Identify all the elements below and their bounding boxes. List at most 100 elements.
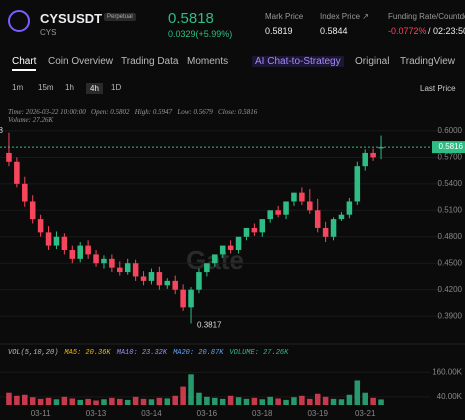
candle-body [148,272,155,281]
candle-body [283,201,289,215]
x-tick-label: 03-13 [86,409,107,418]
symbol[interactable]: CYSUSDT [40,11,103,26]
y-tick-label: 0.5100 [438,205,463,214]
stat-extra: / 02:23:50 [428,26,465,36]
volume-bar [22,394,28,405]
candle-body [22,183,28,202]
stat-value: 0.5844 [320,26,348,36]
candle-body [85,245,91,255]
info: Volume: 27.26K [8,116,54,124]
interval[interactable]: 4h [86,83,103,94]
candle-body [204,263,210,273]
stat-label: Mark Price [265,12,304,21]
interval[interactable]: 1D [111,83,122,92]
info: High: 0.5947 [134,108,173,116]
candle-body [196,272,202,290]
volume-bar [29,397,36,405]
candle-body [346,201,353,215]
volume-bar [148,399,155,405]
tab[interactable]: Chart [12,56,37,71]
volume-bar [188,374,194,405]
change: 0.0329(+5.99%) [168,29,233,39]
candle-body [291,192,297,202]
volume-bar [6,392,12,405]
high-marker: 0.598 [0,126,3,135]
candle-body [314,210,321,228]
candle-body [243,227,250,237]
interval[interactable]: 1h [65,83,74,92]
volume-legend-item: MA10: 23.32K [116,349,168,357]
candle-body [362,152,368,167]
volume-bar [370,397,376,405]
volume-legend-item: VOL(5,10,20) [8,349,59,357]
volume-bar [45,397,52,405]
tab[interactable]: AI Chat-to-Strategy [252,56,344,67]
candle-body [212,254,218,264]
info: Low: 0.5679 [177,108,213,116]
volume-bar [378,399,384,405]
candle-body [101,258,107,264]
y-tick-label: 0.4500 [438,258,463,267]
tab[interactable]: Coin Overview [48,56,114,67]
candle-body [172,280,178,290]
candle-body [14,161,20,184]
candle-body [275,210,281,215]
candle-body [124,263,131,273]
tab[interactable]: Original [355,56,390,67]
y-tick-label: 0.3900 [438,311,463,320]
info: Close: 0.5816 [218,108,258,116]
candle-body [37,219,44,233]
volume-bar [299,395,305,405]
volume-bar [338,399,345,405]
volume-bar [267,396,273,405]
stat-value: 0.5819 [265,26,293,36]
volume-bar [235,397,242,405]
candle-body [299,192,305,202]
y-tick-label: 0.4800 [438,232,463,241]
price-mode[interactable]: Last Price [420,84,456,93]
volume-bar [196,392,202,405]
volume-legend-item: MA20: 20.87K [173,349,224,357]
candle-body [6,152,12,162]
last-price-label: 0.5816 [439,142,464,151]
candle-body [45,232,52,246]
volume-bar [354,380,361,405]
info-line: Time: 2026-03-22 10:00:00 Open: 0.5802 H… [8,108,257,124]
volume-bar [291,397,297,405]
volume-bar [330,398,337,405]
candle-body [132,263,139,277]
last-price-tag [432,141,465,154]
candle-body [378,147,384,149]
volume-bar [117,398,123,405]
volume-legend-item: VOLUME: 27.26K [229,349,289,357]
y-tick-label: 0.4200 [438,285,463,294]
interval[interactable]: 1m [12,83,24,92]
volume-bar [37,398,44,405]
candle-body [53,236,60,246]
tab[interactable]: TradingView [400,56,456,67]
volume-bar [69,398,76,405]
low-marker: 0.3817 [197,321,222,330]
volume-bar [251,397,258,405]
candle-body [180,289,186,308]
volume-bar [61,396,68,405]
volume-bar [101,399,107,405]
candle-body [61,236,68,250]
interval[interactable]: 15m [38,83,54,92]
volume-bar [164,398,171,405]
tab[interactable]: Moments [187,56,229,67]
price: 0.5818 [168,10,214,27]
candle-body [322,227,329,237]
volume-bar [346,394,353,405]
tab[interactable]: Trading Data [121,56,179,67]
volume-bar [243,398,250,405]
candle-body [267,210,273,220]
x-tick-label: 03-11 [31,409,51,418]
volume-bar [156,397,163,405]
volume-tick-label: 40.00K [437,392,463,401]
volume-bar [212,397,218,405]
candle-body [77,245,83,259]
volume-bar [85,398,91,405]
